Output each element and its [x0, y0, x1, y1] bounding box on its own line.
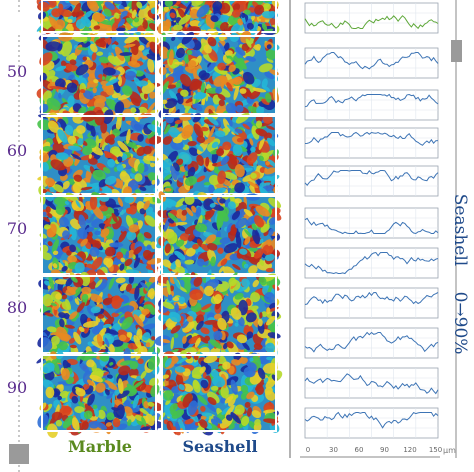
profile-panel-2 [304, 89, 439, 121]
profile-panel-6 [304, 247, 439, 279]
profile-panel-8 [304, 327, 439, 359]
profile-panel-5 [304, 207, 439, 239]
row-label-70: 70 [6, 219, 28, 238]
profile-line-10 [304, 411, 439, 429]
profile-panel-3 [304, 127, 439, 159]
seashell-column-label: Seashell [182, 437, 258, 456]
profile-panel-1 [304, 47, 439, 79]
left-slider[interactable] [0, 0, 40, 472]
profile-line-2 [304, 93, 439, 108]
row-label-60: 60 [6, 141, 28, 160]
profile-panel-7 [304, 287, 439, 319]
profile-line-4 [304, 170, 439, 186]
profile-panel-9 [304, 367, 439, 399]
row-label-80: 80 [6, 298, 28, 317]
range-side-label: 0→90% [450, 291, 470, 355]
row-label-50: 50 [6, 62, 28, 81]
seashell-side-label: Seashell [450, 193, 470, 267]
profile-line-5 [304, 217, 439, 235]
slider-bottom-handle-icon[interactable] [9, 444, 29, 464]
x-tick-label: 150 [429, 446, 442, 454]
row-label-90: 90 [6, 378, 28, 397]
profile-panel-4 [304, 165, 439, 197]
x-tick-label: 30 [329, 446, 338, 454]
profile-line-0 [304, 15, 439, 30]
profile-line-1 [304, 52, 439, 70]
profile-panel-10 [304, 407, 439, 439]
x-tick-label: 90 [380, 446, 389, 454]
x-axis-unit: µm [443, 446, 456, 455]
x-tick-label: 60 [355, 446, 364, 454]
profile-line-6 [304, 251, 439, 275]
marble-column-label: Marble [68, 437, 132, 456]
profile-line-9 [304, 373, 439, 395]
x-tick-label: 0 [306, 446, 310, 454]
profile-line-3 [304, 131, 439, 146]
right-slider-handle-icon[interactable] [451, 40, 462, 62]
profile-line-7 [304, 291, 439, 305]
x-tick-label: 120 [403, 446, 416, 454]
slider-top-handle-icon[interactable] [9, 14, 29, 34]
profile-panel-0 [304, 2, 439, 34]
profile-line-8 [304, 331, 439, 353]
